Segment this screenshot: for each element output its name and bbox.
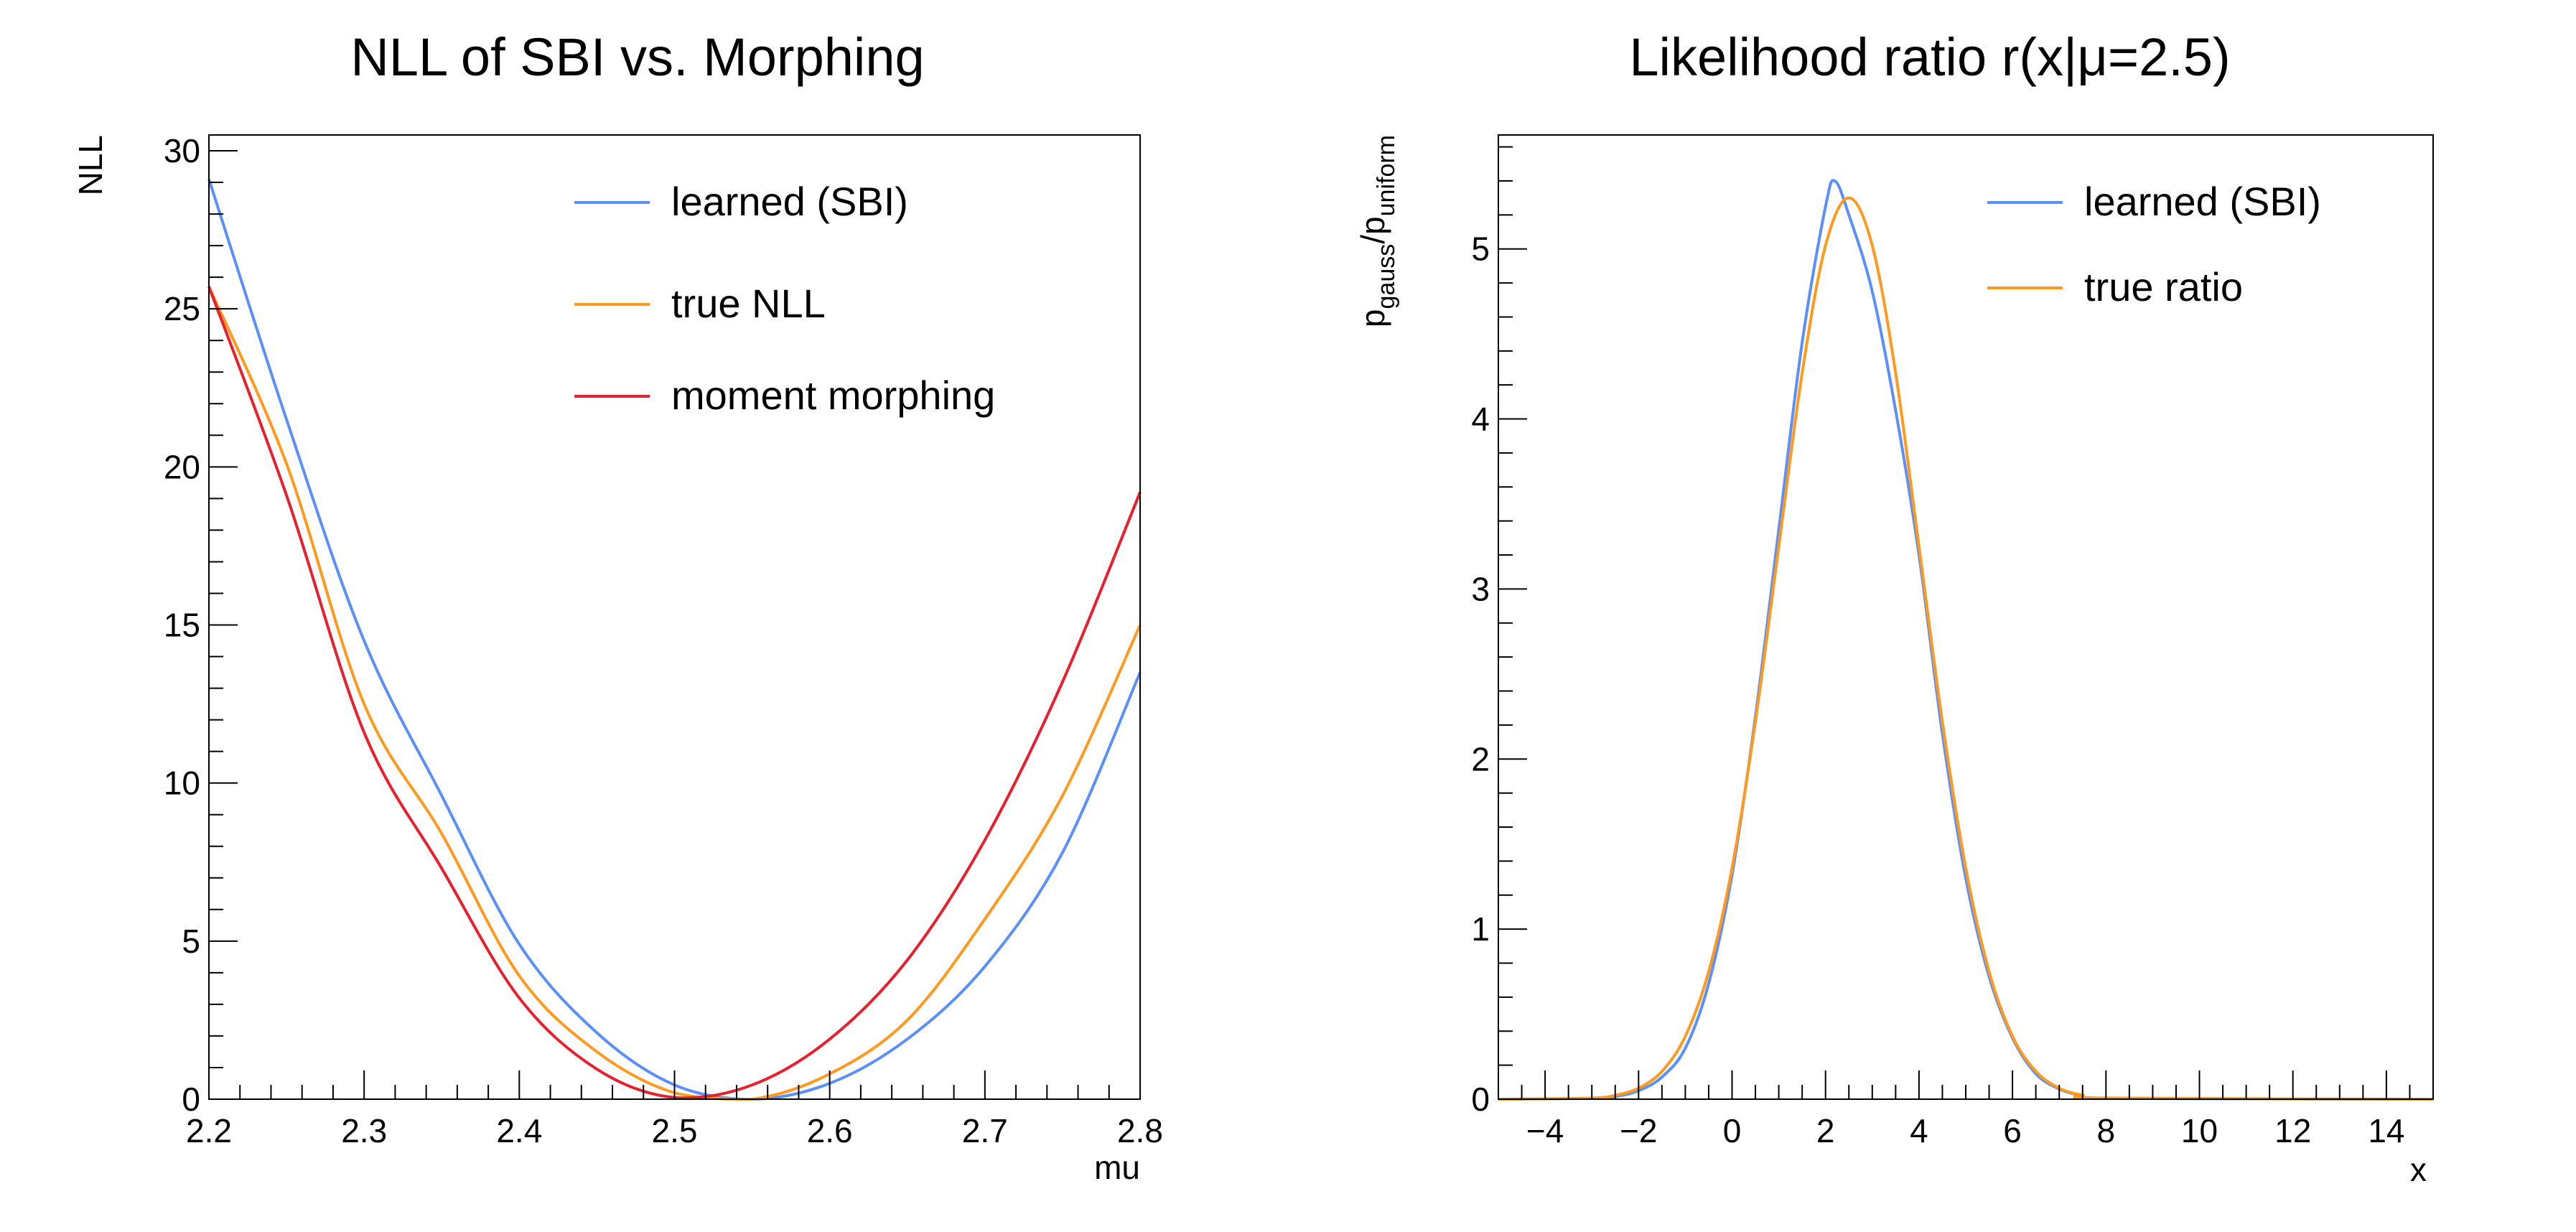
x-tick-label: 0 (1723, 1112, 1742, 1149)
x-tick-label: 8 (2097, 1112, 2116, 1149)
series-line-1 (207, 179, 1142, 1101)
x-axis-label: x (2410, 1151, 2427, 1188)
x-tick-label: 2.7 (962, 1112, 1008, 1149)
chart-title: NLL of SBI vs. Morphing (350, 27, 924, 87)
y-tick-label: 4 (1471, 401, 1490, 438)
y-tick-label: 10 (164, 765, 200, 802)
x-tick-label: 2.6 (807, 1112, 853, 1149)
y-tick-label: 25 (164, 290, 200, 327)
y-tick-label: 20 (164, 448, 200, 485)
y-tick-label: 15 (164, 607, 200, 644)
x-tick-label: 2 (1816, 1112, 1835, 1149)
y-tick-label: 2 (1471, 740, 1490, 778)
y-tick-label: 0 (1471, 1081, 1490, 1118)
series-line-3 (207, 286, 1142, 1100)
y-label-sep: /p (1354, 216, 1391, 243)
x-tick-label: 10 (2181, 1112, 2218, 1149)
series-line-2 (1498, 196, 2434, 1101)
x-tick-label: −2 (1620, 1112, 1657, 1149)
chart-title: Likelihood ratio r(x|μ=2.5) (1629, 27, 2230, 87)
y-tick-label: 0 (182, 1081, 200, 1118)
y-label-sub1: gauss (1373, 244, 1400, 309)
x-tick-label: 12 (2274, 1112, 2311, 1149)
x-tick-label: 2.3 (341, 1112, 387, 1149)
legend-entry: learned (SBI) (2084, 179, 2321, 224)
likelihood-ratio-panel: Likelihood ratio r(x|μ=2.5) x pgauss/pun… (1354, 27, 2434, 1188)
y-axis-label: pgauss/puniform (1354, 135, 1400, 327)
series-line-1 (1498, 179, 2434, 1101)
y-tick-label: 5 (182, 923, 200, 960)
x-axis-label: mu (1094, 1149, 1140, 1186)
x-tick-label: 2.2 (186, 1112, 232, 1149)
y-axis-label: NLL (72, 135, 109, 195)
legend-entry: true NLL (671, 281, 826, 326)
series-line-2 (207, 286, 1142, 1101)
y-label-base: p (1354, 309, 1391, 327)
x-tick-label: −4 (1526, 1112, 1564, 1149)
y-tick-label: 30 (164, 132, 200, 169)
legend-entry: learned (SBI) (671, 179, 908, 224)
y-tick-label: 3 (1471, 570, 1490, 607)
x-tick-label: 2.5 (652, 1112, 698, 1149)
legend-entry: moment morphing (671, 373, 995, 418)
x-tick-label: 2.8 (1117, 1112, 1163, 1149)
legend-entry: true ratio (2084, 264, 2243, 309)
x-tick-label: 6 (2003, 1112, 2022, 1149)
y-tick-label: 1 (1471, 910, 1490, 948)
x-tick-label: 4 (1910, 1112, 1928, 1149)
x-tick-label: 14 (2368, 1112, 2404, 1149)
nll-panel: NLL of SBI vs. Morphing mu NLL learned (… (72, 27, 1163, 1186)
x-tick-label: 2.4 (496, 1112, 542, 1149)
y-tick-label: 5 (1471, 230, 1490, 268)
y-label-sub2: uniform (1373, 135, 1400, 216)
